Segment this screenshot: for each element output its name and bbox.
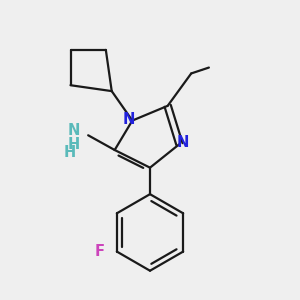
Text: methyl: methyl [199,70,203,71]
Text: F: F [95,244,105,259]
Text: H: H [67,136,80,152]
Text: N: N [122,112,135,127]
Text: H: H [64,146,76,160]
Text: N: N [67,123,80,138]
Text: N: N [177,135,190,150]
